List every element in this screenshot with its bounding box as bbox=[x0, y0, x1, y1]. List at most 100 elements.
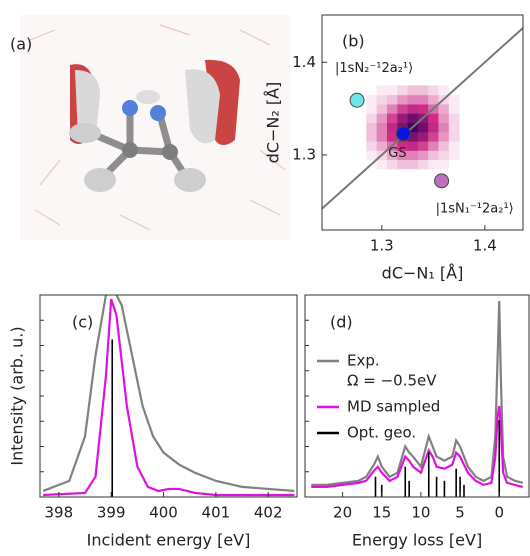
heatmap-cell bbox=[386, 103, 398, 114]
heatmap-cell bbox=[417, 103, 429, 114]
heatmap-cell bbox=[407, 141, 419, 151]
atom-c bbox=[122, 142, 138, 158]
heatmap-cell bbox=[366, 141, 378, 151]
heatmap-cell bbox=[407, 94, 419, 105]
point bbox=[349, 92, 365, 108]
heatmap-cell bbox=[417, 159, 429, 170]
heatmap-cell bbox=[428, 94, 439, 105]
heatmap-cell bbox=[386, 131, 398, 142]
heatmap-cell bbox=[407, 113, 419, 123]
x-tick-label: 402 bbox=[254, 504, 283, 522]
x-axis-label: Incident energy [eV] bbox=[87, 531, 251, 550]
panel-label: (a) bbox=[10, 35, 32, 54]
plot-area bbox=[311, 301, 524, 497]
heatmap-cell bbox=[376, 141, 388, 151]
x-tick-label: 1.4 bbox=[473, 237, 497, 255]
heatmap-cell bbox=[376, 94, 388, 105]
heatmap-cell bbox=[417, 150, 429, 161]
x-tick-label: 15 bbox=[372, 504, 391, 522]
series-line bbox=[311, 405, 524, 488]
heatmap-cell bbox=[386, 85, 398, 96]
heatmap-cell bbox=[438, 103, 450, 114]
x-tick-label: 399 bbox=[97, 504, 126, 522]
heatmap-cell bbox=[386, 159, 398, 170]
panel-label: (b) bbox=[342, 32, 365, 51]
heatmap-cell bbox=[386, 94, 398, 105]
heatmap-cell bbox=[417, 122, 429, 133]
atom-h bbox=[174, 168, 206, 192]
y-axis-label: dC−N₂ [Å] bbox=[264, 82, 283, 164]
plot-frame bbox=[39, 294, 298, 498]
plot-frame bbox=[304, 294, 530, 498]
image-background bbox=[20, 15, 290, 240]
heatmap-cell bbox=[438, 141, 450, 151]
legend-label: Exp. bbox=[347, 352, 380, 370]
atom-n bbox=[150, 105, 166, 121]
heatmap-cell bbox=[407, 103, 419, 114]
heatmap-cell bbox=[448, 94, 460, 105]
heatmap-cell bbox=[417, 94, 429, 105]
x-tick-label: 5 bbox=[455, 504, 465, 522]
atom-h bbox=[69, 123, 101, 143]
heatmap-cell bbox=[448, 122, 460, 133]
heatmap-cell bbox=[366, 122, 378, 133]
point-label: |1sN₂⁻¹2a₂¹⟩ bbox=[335, 61, 413, 76]
x-tick-label: 401 bbox=[202, 504, 231, 522]
heatmap-cell bbox=[448, 159, 460, 170]
heatmap-cell bbox=[397, 159, 409, 170]
heatmap-cell bbox=[376, 131, 388, 142]
heatmap-cell bbox=[448, 141, 460, 151]
heatmap-cell bbox=[417, 85, 429, 96]
heatmap-cell bbox=[428, 85, 439, 96]
heatmap-cell bbox=[366, 113, 378, 123]
atom-h bbox=[136, 90, 160, 104]
panel-label: (d) bbox=[330, 313, 353, 332]
point-label: GS bbox=[388, 146, 406, 161]
point bbox=[395, 126, 411, 142]
heatmap-cell bbox=[428, 141, 439, 151]
heatmap-cell bbox=[438, 150, 450, 161]
heatmap-cell bbox=[407, 159, 419, 170]
x-tick-label: 1.3 bbox=[370, 237, 394, 255]
heatmap-cell bbox=[397, 141, 409, 151]
heatmap-cell bbox=[417, 141, 429, 151]
isosurface bbox=[185, 69, 220, 144]
heatmap-cell bbox=[417, 131, 429, 142]
x-tick-label: 400 bbox=[149, 504, 178, 522]
point bbox=[434, 173, 450, 189]
heatmap-cell bbox=[376, 85, 388, 96]
heatmap-cell bbox=[366, 131, 378, 142]
heatmap-cell bbox=[438, 85, 450, 96]
heatmap-cell bbox=[366, 150, 378, 161]
heatmap-cell bbox=[428, 131, 439, 142]
x-tick-label: 20 bbox=[333, 504, 352, 522]
heatmap-cell bbox=[376, 159, 388, 170]
y-tick-label: 1.3 bbox=[292, 145, 316, 163]
atom-c bbox=[162, 144, 178, 160]
heatmap-cell bbox=[438, 113, 450, 123]
heatmap-cell bbox=[428, 159, 439, 170]
series-line bbox=[43, 298, 295, 497]
panel-label: (c) bbox=[72, 313, 93, 332]
heatmap-cell bbox=[366, 94, 378, 105]
x-axis-label: dC−N₁ [Å] bbox=[382, 264, 464, 283]
plot-area bbox=[42, 295, 295, 497]
x-tick-label: 10 bbox=[411, 504, 430, 522]
plot-frame bbox=[321, 14, 524, 231]
heatmap-cell bbox=[376, 103, 388, 114]
series-line bbox=[311, 301, 524, 486]
heatmap-cell bbox=[397, 150, 409, 161]
solvent bbox=[29, 24, 286, 231]
heatmap-cell bbox=[428, 150, 439, 161]
heatmap-cell bbox=[438, 122, 450, 133]
heatmap-cell bbox=[366, 85, 378, 96]
legend-label: Opt. geo. bbox=[347, 424, 416, 442]
heatmap-cell bbox=[376, 113, 388, 123]
heatmap-cell bbox=[386, 122, 398, 133]
heatmap-cell bbox=[428, 122, 439, 133]
y-tick-label: 1.4 bbox=[292, 53, 316, 71]
heatmap-cell bbox=[448, 103, 460, 114]
heatmap-cell bbox=[397, 85, 409, 96]
legend-label: MD sampled bbox=[347, 398, 440, 416]
heatmap-cell bbox=[397, 113, 409, 123]
